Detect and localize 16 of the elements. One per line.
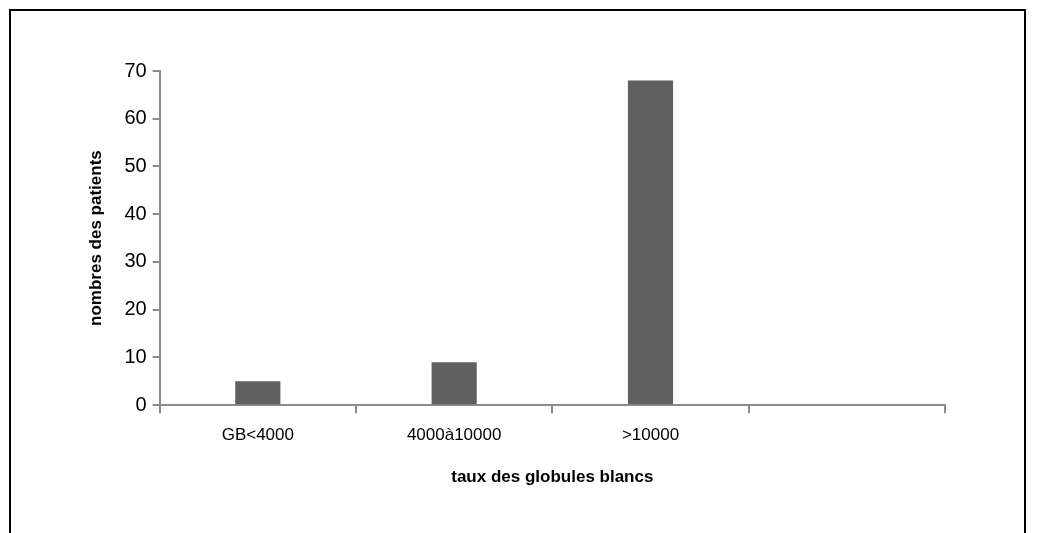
bar	[627, 80, 674, 405]
bar	[235, 381, 281, 405]
x-tick-label: GB<4000	[221, 425, 294, 445]
x-tick-label: >10000	[621, 425, 680, 445]
y-tick-label: 40	[124, 201, 147, 224]
y-tick-label: 10	[124, 344, 147, 367]
y-tick-label: 50	[124, 154, 147, 176]
y-tick-label: 20	[124, 297, 147, 320]
x-axis-title: taux des globules blancs	[451, 467, 654, 487]
x-tick-label: 4000à10000	[406, 425, 502, 445]
bar	[431, 362, 477, 405]
y-axis-title: nombres des patients	[85, 150, 105, 326]
y-tick-label: 70	[124, 58, 147, 81]
y-tick-label: 30	[124, 249, 147, 272]
y-tick-label: 0	[135, 392, 147, 415]
y-tick-label: 60	[124, 106, 147, 129]
